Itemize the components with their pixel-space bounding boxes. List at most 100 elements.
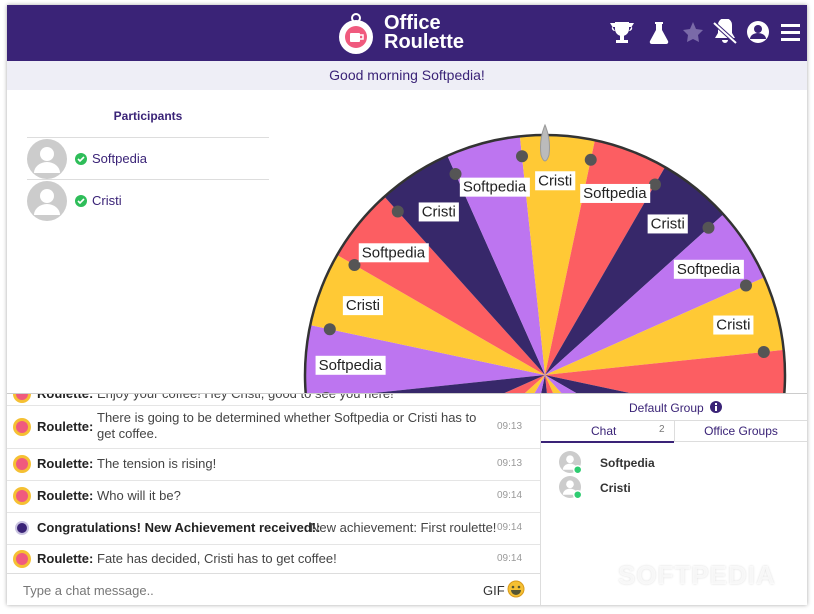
check-mark xyxy=(77,198,85,205)
check-mark xyxy=(77,156,85,163)
icon-fg xyxy=(16,420,28,433)
wheel-peg xyxy=(348,259,361,271)
wheel-segment xyxy=(519,135,595,375)
sender-icon xyxy=(15,521,29,535)
chat-input[interactable]: Type a chat message.. GIF xyxy=(7,573,540,605)
wheel-segment xyxy=(310,255,545,375)
wheel-segment xyxy=(545,375,554,393)
wheel-label: Softpedia xyxy=(362,244,426,261)
avatar-body xyxy=(34,204,60,215)
timestamp: 09:13 xyxy=(497,458,523,469)
app-window: Office Roulette Good morning Softpedia! … xyxy=(7,5,807,605)
sender: Roulette: xyxy=(37,393,94,401)
header-icons xyxy=(610,19,800,45)
avatar-head xyxy=(566,455,574,464)
message-text: There is going to be determined whether … xyxy=(97,410,477,441)
tab-label: Chat xyxy=(591,424,617,438)
wheel-label: Softpedia xyxy=(319,357,383,374)
wheel-label: Cristi xyxy=(346,297,380,314)
emoji-button[interactable] xyxy=(507,580,525,598)
wheel-segment xyxy=(545,214,765,375)
sender-icon xyxy=(13,455,31,473)
wheel-peg xyxy=(449,168,462,181)
groups-tab[interactable]: Office Groups xyxy=(674,420,807,442)
wheel-segment xyxy=(545,277,784,375)
label-box xyxy=(673,259,744,279)
label-box xyxy=(358,243,429,263)
chat-tab[interactable]: Chat 2 xyxy=(541,420,674,443)
avatar-body xyxy=(34,162,60,173)
chat-message: Roulette: The tension is rising! 09:13 xyxy=(7,448,540,481)
tab-count: 2 xyxy=(659,424,665,435)
logo-text[interactable]: Office Roulette xyxy=(384,12,464,53)
watermark: SOFTPEDIA xyxy=(618,560,776,590)
icon-fg xyxy=(16,458,28,470)
input-placeholder: Type a chat message.. xyxy=(23,583,154,598)
label-box xyxy=(647,214,688,234)
timestamp: 09:14 xyxy=(497,553,523,564)
sender-icon xyxy=(13,417,31,436)
wheel-segment xyxy=(373,375,545,393)
wheel-label: Softpedia xyxy=(677,261,741,278)
logo-line: Office xyxy=(384,12,441,34)
chat-message: Roulette: There is going to be determined… xyxy=(7,405,540,449)
online-dot xyxy=(572,489,583,500)
avatar-head xyxy=(40,147,54,161)
avatar xyxy=(27,139,67,179)
wheel-segment xyxy=(545,349,785,393)
chat-message: Roulette: Enjoy your coffee! Hey Cristi, … xyxy=(7,393,540,406)
wheel-label: Softpedia xyxy=(463,179,527,196)
avatar xyxy=(559,451,583,475)
menu-icon[interactable] xyxy=(781,24,800,27)
badge xyxy=(15,521,29,535)
label-box xyxy=(535,171,576,191)
sender-icon xyxy=(13,487,31,505)
logo-icon xyxy=(339,13,373,54)
avatar xyxy=(27,181,67,221)
trophy-icon[interactable] xyxy=(610,22,634,43)
wheel-peg xyxy=(757,346,770,359)
avatar xyxy=(559,476,583,500)
header: Office Roulette xyxy=(7,5,807,61)
chat-message: Congratulations! New Achievement receive… xyxy=(7,512,540,545)
info-icon[interactable] xyxy=(710,401,722,413)
message-text: Who will it be? xyxy=(97,488,181,503)
message-text: New achievement: First roulette! xyxy=(310,520,497,535)
timestamp: 09:13 xyxy=(497,420,523,432)
wheel-peg xyxy=(649,178,661,191)
participant-row: Cristi xyxy=(27,179,269,221)
icon-fg xyxy=(16,394,28,400)
greeting: Good morning Softpedia! xyxy=(7,61,807,90)
chat-message: Roulette: Fate has decided, Cristi has to… xyxy=(7,544,540,574)
message-text: Enjoy your coffee! Hey Cristi, good to s… xyxy=(97,393,394,401)
chat-message: Roulette: Who will it be? 09:14 xyxy=(7,480,540,513)
wheel-peg xyxy=(702,221,715,234)
sender: Roulette: xyxy=(37,551,94,566)
online-dot xyxy=(572,464,583,475)
avatar-head xyxy=(566,480,574,489)
user-name: Cristi xyxy=(600,481,631,495)
wheel-label: Softpedia xyxy=(583,185,647,202)
gif-button[interactable]: GIF xyxy=(483,583,505,598)
sender: Congratulations! New Achievement receive… xyxy=(37,520,321,535)
wheel-peg xyxy=(739,279,752,292)
sidebar: Default Group Chat 2 Office Groups Softp… xyxy=(540,393,807,605)
wheel-label: Cristi xyxy=(538,172,572,189)
wheel-segment xyxy=(545,375,630,393)
group-name[interactable]: Default Group xyxy=(629,401,704,415)
participants-title: Participants xyxy=(113,109,183,123)
message-text: Fate has decided, Cristi has to get coff… xyxy=(97,551,337,566)
label-box xyxy=(315,355,386,375)
logo-line: Roulette xyxy=(384,31,464,53)
label-box xyxy=(342,296,384,316)
wheel-segment xyxy=(541,375,547,393)
lab-icon[interactable] xyxy=(649,22,669,45)
timestamp: 09:14 xyxy=(497,490,523,501)
timestamp: 09:14 xyxy=(497,522,523,533)
star-icon[interactable] xyxy=(683,22,703,42)
wheel-segment xyxy=(337,196,545,375)
participant-name: Softpedia xyxy=(92,151,147,166)
sender-icon xyxy=(13,550,31,568)
